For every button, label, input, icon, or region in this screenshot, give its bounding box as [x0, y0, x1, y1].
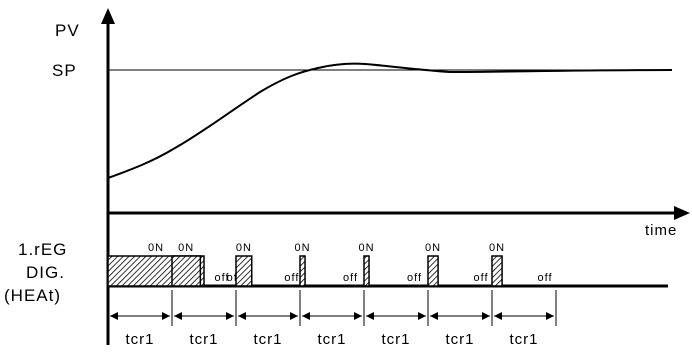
on-label-4: 0N [294, 242, 310, 254]
arrow-right-icon [290, 312, 298, 320]
pv-label: PV [55, 21, 80, 40]
cycle-label-1: tcr1 [125, 331, 154, 348]
on-pulse-2 [171, 255, 202, 287]
cycle-label-3: tcr1 [253, 331, 282, 348]
arrow-right-icon [226, 312, 234, 320]
arrow-left-icon [494, 312, 502, 320]
time-label: time [645, 222, 677, 239]
arrow-left-icon [110, 312, 118, 320]
off-label-4: off [343, 272, 358, 284]
pv-response-curve [107, 62, 673, 179]
off-label-7: off [538, 272, 553, 284]
arrow-left-icon [238, 312, 246, 320]
pv-axis-arrow-icon [101, 8, 115, 24]
arrow-right-icon [162, 312, 170, 320]
cycle-label-4: tcr1 [317, 331, 346, 348]
off-label-6: off [474, 272, 489, 284]
cycle-label-7: tcr1 [509, 331, 538, 348]
arrow-right-icon [482, 312, 490, 320]
on-pulse-5 [363, 255, 370, 287]
off-label-1: off [214, 272, 229, 284]
off-label-5: off [407, 272, 422, 284]
cycle-label-2: tcr1 [189, 331, 218, 348]
arrow-left-icon [430, 312, 438, 320]
on-label-3: 0N [236, 242, 252, 254]
on-label-7: 0N [489, 242, 505, 254]
on-label-5: 0N [358, 242, 374, 254]
cycle-label-6: tcr1 [445, 331, 474, 348]
arrow-right-icon [546, 312, 554, 320]
time-axis-arrow-icon [674, 206, 690, 220]
on-pulse-4 [299, 255, 306, 287]
on-pulse-6 [427, 255, 439, 287]
arrow-left-icon [366, 312, 374, 320]
output-label-line3: (HEAt) [4, 286, 61, 305]
arrow-right-icon [418, 312, 426, 320]
on-pulse-7 [491, 255, 503, 287]
on-pulse-3 [235, 255, 253, 287]
off-label-3: off [284, 272, 299, 284]
output-label-line1: 1.rEG [18, 240, 67, 259]
cycle-label-5: tcr1 [381, 331, 410, 348]
arrow-left-icon [174, 312, 182, 320]
arrow-left-icon [302, 312, 310, 320]
sp-label: SP [52, 61, 77, 80]
arrow-right-icon [354, 312, 362, 320]
cycle-markers: tcr1 tcr1 tcr1 tcr1 tcr1 tcr1 tcr1 [110, 290, 557, 348]
on-label-6: 0N [425, 242, 441, 254]
output-label-line2: DIG. [26, 263, 65, 282]
on-label-2: 0N [178, 242, 194, 254]
on-label-1: 0N [148, 242, 164, 254]
